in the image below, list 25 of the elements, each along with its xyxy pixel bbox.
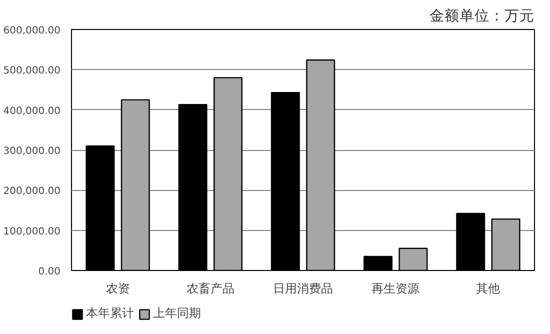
x-tick-label: 农资: [106, 282, 130, 296]
bar: [120, 99, 150, 270]
y-tick-label: 100,000.00: [3, 226, 61, 238]
bar: [456, 212, 486, 270]
x-tick-label: 其他: [476, 282, 500, 296]
bar: [306, 59, 336, 270]
bar: [86, 145, 115, 270]
x-tick-label: 农畜产品: [186, 282, 234, 296]
bar: [491, 218, 520, 270]
chart-title: 金额单位：万元: [430, 8, 534, 24]
y-tick-label: 0.00: [38, 266, 60, 278]
bar: [178, 104, 208, 270]
bar: [270, 92, 300, 270]
legend-label: 上年同期: [153, 305, 201, 322]
bar: [398, 248, 428, 270]
y-tick-label: 500,000.00: [3, 66, 61, 77]
legend-label: 本年累计: [86, 305, 134, 322]
y-tick-label: 300,000.00: [3, 146, 61, 157]
x-tick-label: 日用消费品: [273, 282, 333, 296]
y-tick-label: 400,000.00: [3, 106, 61, 117]
y-tick-label: 600,000.00: [3, 26, 61, 36]
bar: [214, 77, 242, 270]
bar: [364, 256, 392, 270]
x-tick-label: 再生资源: [372, 282, 420, 296]
y-tick-label: 200,000.00: [3, 186, 61, 198]
